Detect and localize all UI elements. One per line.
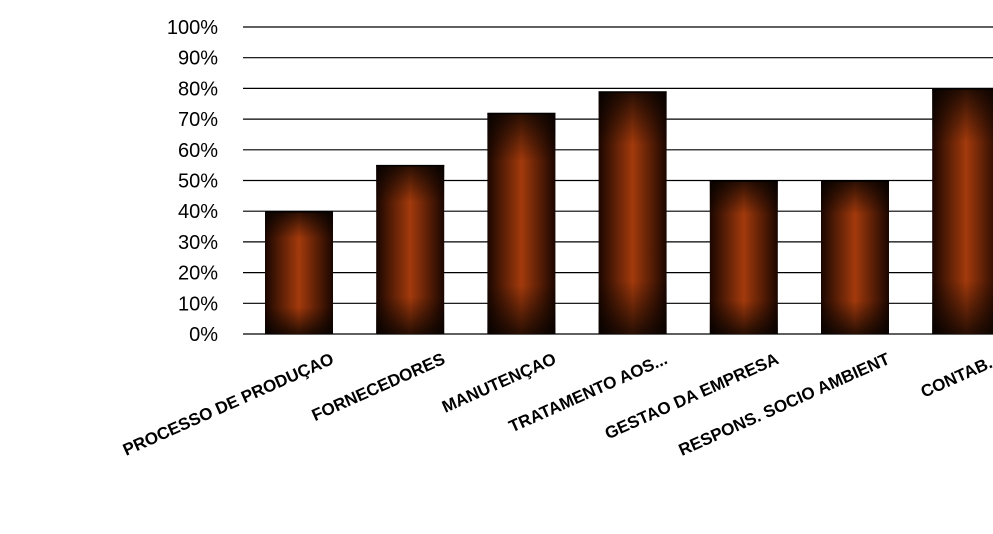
y-tick-label: 10% (178, 293, 218, 315)
y-tick-label: 80% (178, 78, 218, 100)
y-axis-ticks: 0% 10% 20% 30% 40% 50% 60% 70% 80% 90% 100% (167, 17, 218, 346)
y-tick-label: 100% (167, 17, 218, 39)
y-tick-label: 50% (178, 171, 218, 193)
bar (376, 164, 445, 334)
bar (821, 180, 889, 334)
bar (487, 112, 556, 335)
bars (265, 88, 993, 335)
y-tick-label: 40% (178, 201, 218, 223)
y-tick-label: 90% (178, 48, 218, 70)
bar (932, 88, 993, 335)
y-tick-label: 20% (178, 263, 218, 285)
x-category-label: PROCESSO DE PRODUÇAO (120, 349, 337, 459)
x-category-label: RESPONS. SOCIO AMBIENT (676, 349, 893, 460)
y-tick-label: 60% (178, 140, 218, 162)
bar (598, 91, 667, 334)
y-tick-label: 30% (178, 232, 218, 254)
y-tick-label: 70% (178, 109, 218, 131)
x-category-label: CONTAB... (918, 349, 993, 401)
bar (709, 180, 778, 334)
x-axis-labels: PROCESSO DE PRODUÇAOFORNECEDORESMANUTENÇ… (120, 349, 993, 460)
bar (265, 210, 333, 334)
y-tick-label: 0% (189, 324, 218, 346)
